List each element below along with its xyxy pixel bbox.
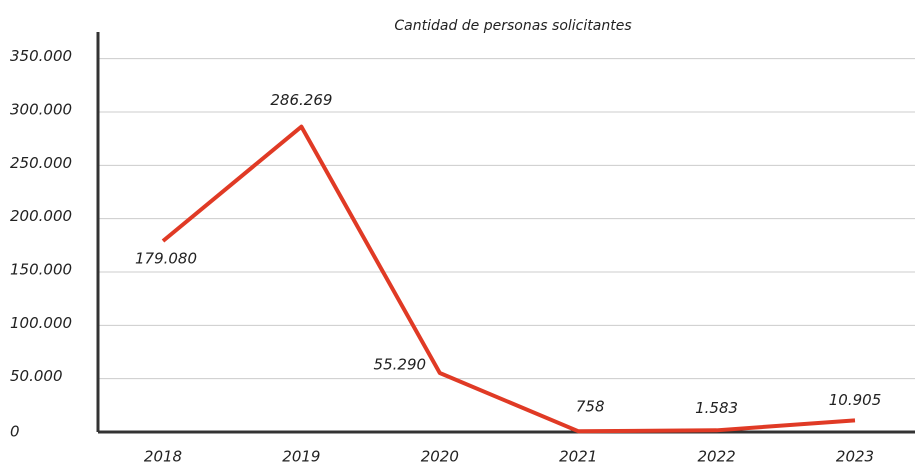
- y-tick-label: 350.000: [10, 47, 72, 65]
- x-tick-label: 2022: [698, 448, 736, 464]
- line: [161, 124, 856, 434]
- data-label: 10.905: [829, 391, 882, 409]
- y-tick-label: 0: [10, 423, 20, 441]
- data-label: 758: [576, 398, 605, 416]
- x-tick-label: 2021: [559, 448, 597, 464]
- y-tick-label: 150.000: [10, 261, 72, 279]
- chart-title: Cantidad de personas solicitantes: [394, 18, 631, 34]
- x-tick-label: 2018: [144, 448, 182, 464]
- data-label: 1.583: [695, 399, 738, 417]
- x-tick-label: 2020: [421, 448, 459, 464]
- y-tick-label: 50.000: [10, 367, 63, 385]
- x-tick-label: 2023: [836, 448, 874, 464]
- data-label: 286.269: [270, 91, 332, 109]
- y-tick-label: 100.000: [10, 314, 72, 332]
- y-tick-label: 300.000: [10, 101, 72, 119]
- data-label: 55.290: [374, 356, 427, 374]
- data-label: 179.080: [135, 249, 197, 267]
- y-tick-label: 250.000: [10, 154, 72, 172]
- x-tick-label: 2019: [282, 448, 320, 464]
- y-tick-label: 200.000: [10, 207, 72, 225]
